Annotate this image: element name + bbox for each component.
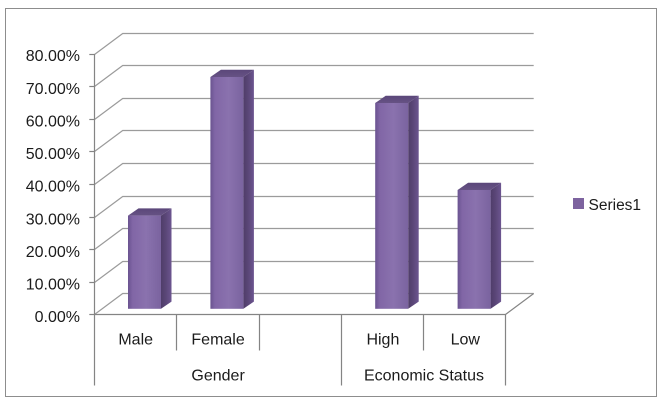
svg-text:60.00%: 60.00% — [26, 113, 80, 130]
svg-text:10.00%: 10.00% — [26, 277, 80, 294]
svg-text:Female: Female — [191, 332, 244, 349]
svg-text:Economic Status: Economic Status — [364, 368, 484, 385]
svg-text:Low: Low — [451, 332, 481, 349]
svg-text:0.00%: 0.00% — [35, 309, 80, 326]
svg-text:50.00%: 50.00% — [26, 146, 80, 163]
svg-text:Series1: Series1 — [589, 197, 642, 214]
svg-text:Male: Male — [118, 332, 153, 349]
svg-text:Gender: Gender — [191, 368, 245, 385]
svg-text:40.00%: 40.00% — [26, 179, 80, 196]
svg-text:High: High — [366, 332, 399, 349]
svg-text:70.00%: 70.00% — [26, 81, 80, 98]
svg-text:20.00%: 20.00% — [26, 244, 80, 261]
svg-text:30.00%: 30.00% — [26, 211, 80, 228]
svg-text:80.00%: 80.00% — [26, 48, 80, 65]
